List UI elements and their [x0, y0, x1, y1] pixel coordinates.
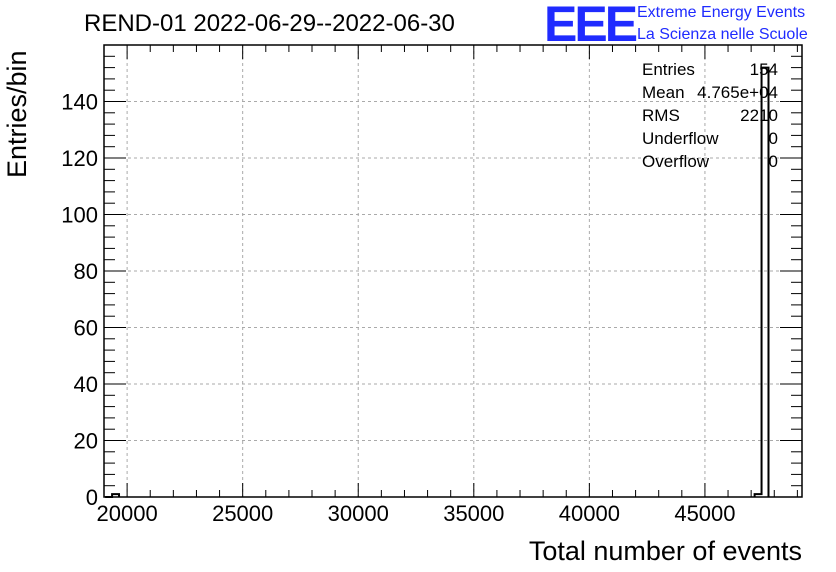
y-tick-label: 80	[74, 259, 98, 284]
stat-row-mean: Mean 4.765e+04	[642, 83, 778, 106]
stat-key: RMS	[642, 106, 680, 125]
stats-box: Entries 154 Mean 4.765e+04 RMS 2210 Unde…	[642, 60, 778, 175]
logo-line-1: Extreme Energy Events	[637, 4, 806, 21]
y-tick-label: 100	[61, 203, 98, 228]
stat-row-overflow: Overflow 0	[642, 152, 778, 175]
x-tick-label: 20000	[97, 501, 158, 526]
stat-value: 0	[768, 129, 778, 148]
x-tick-label: 45000	[674, 501, 735, 526]
stat-value: 0	[768, 152, 778, 171]
x-tick-label: 25000	[212, 501, 273, 526]
stat-key: Underflow	[642, 129, 719, 148]
y-tick-label: 60	[74, 316, 98, 341]
stat-value: 2210	[740, 106, 778, 125]
x-axis-label: Total number of events	[528, 536, 802, 566]
logo-line-2: La Scienza nelle Scuole	[637, 26, 808, 43]
y-tick-label: 140	[61, 90, 98, 115]
stat-key: Entries	[642, 60, 695, 79]
y-tick-label: 0	[86, 485, 98, 510]
y-tick-label: 120	[61, 146, 98, 171]
stat-value: 4.765e+04	[697, 83, 778, 102]
chart-title: REND-01 2022-06-29--2022-06-30	[84, 10, 455, 37]
x-tick-label: 40000	[559, 501, 620, 526]
stat-row-underflow: Underflow 0	[642, 129, 778, 152]
y-tick-label: 20	[74, 429, 98, 454]
stat-row-entries: Entries 154	[642, 60, 778, 83]
x-tick-label: 30000	[328, 501, 389, 526]
stat-key: Overflow	[642, 152, 710, 171]
stat-key: Mean	[642, 83, 685, 102]
eee-logo: EEE	[544, 0, 638, 52]
x-tick-label: 35000	[443, 501, 504, 526]
y-axis-label: Entries/bin	[2, 50, 32, 178]
stat-row-rms: RMS 2210	[642, 106, 778, 129]
y-tick-label: 40	[74, 372, 98, 397]
stat-value: 154	[749, 60, 778, 79]
